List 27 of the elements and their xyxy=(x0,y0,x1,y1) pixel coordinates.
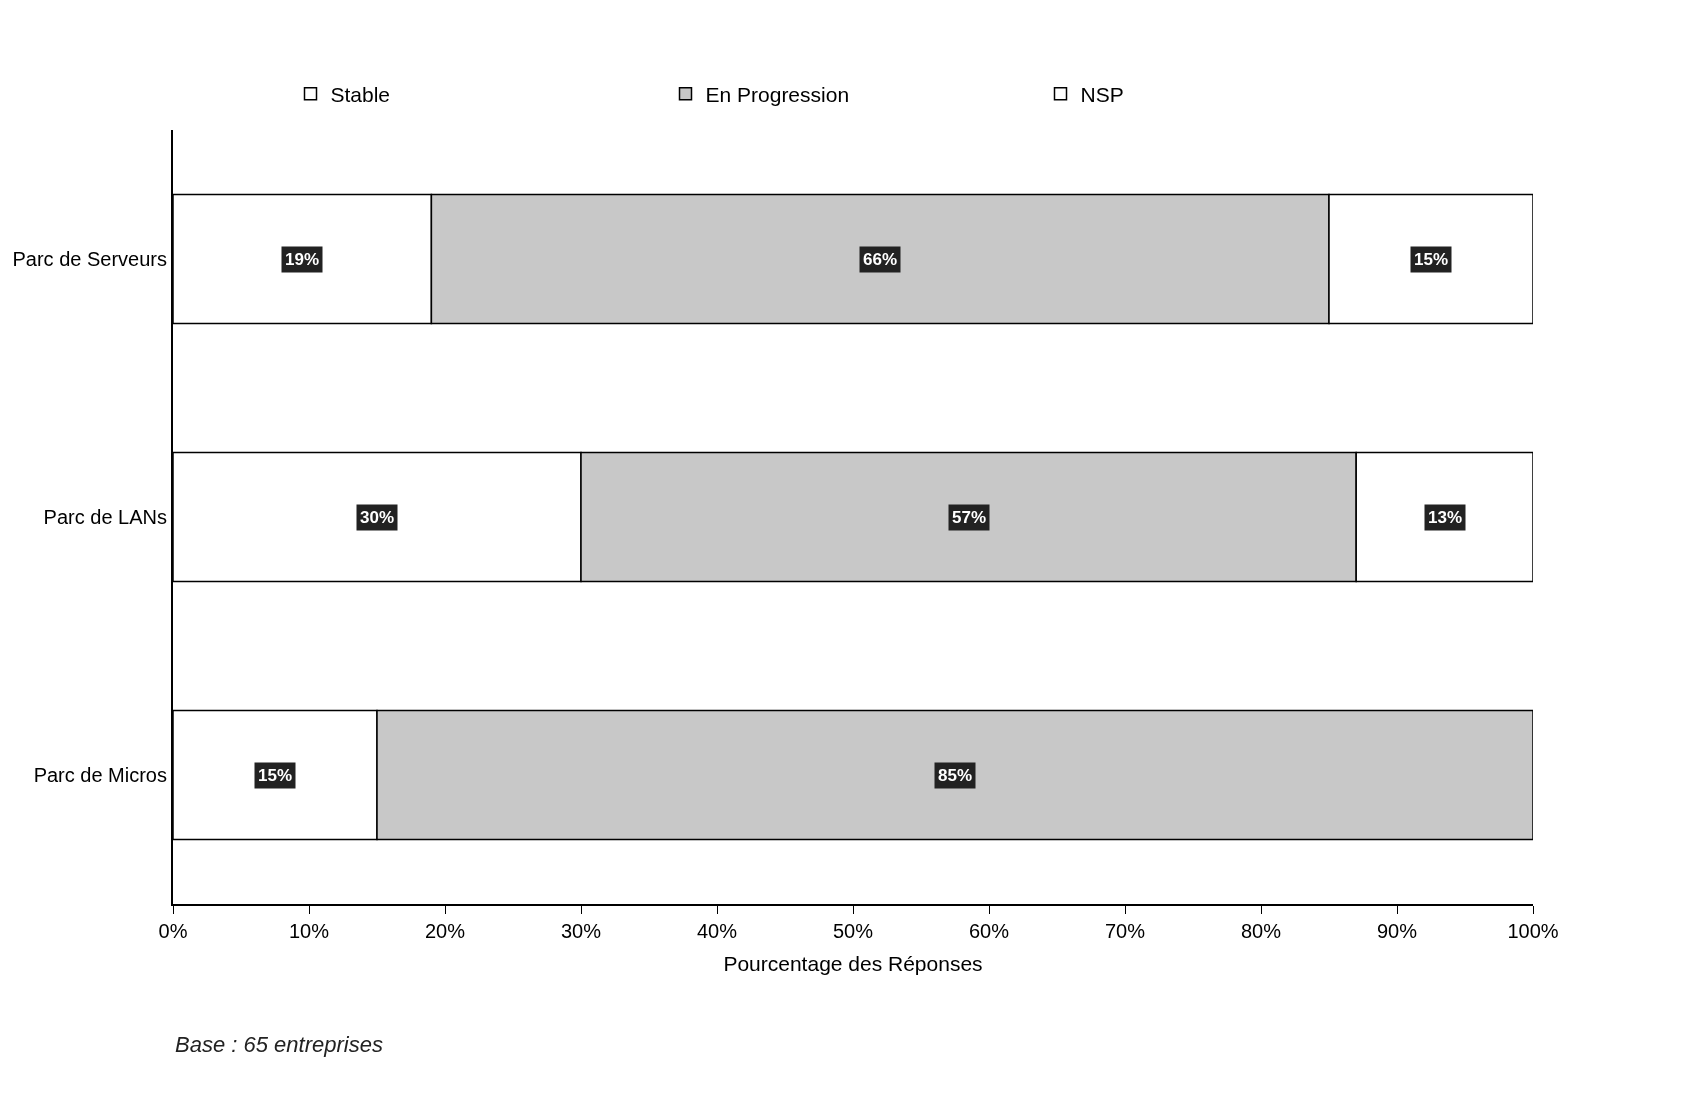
data-label: 13% xyxy=(1428,508,1463,527)
y-tick-label: Parc de Serveurs xyxy=(12,248,167,270)
x-axis-title: Pourcentage des Réponses xyxy=(723,951,983,975)
x-tick-label: 50% xyxy=(832,920,874,942)
x-tick-label: 70% xyxy=(1104,920,1146,942)
data-label: 15% xyxy=(258,766,293,785)
x-tick-label: 80% xyxy=(1240,920,1282,942)
data-label: 85% xyxy=(938,766,973,785)
y-tick-label: Parc de Micros xyxy=(33,764,167,786)
x-tick-label: 10% xyxy=(288,920,330,942)
x-tick-label: 100% xyxy=(1507,920,1559,942)
x-tick-label: 40% xyxy=(696,920,738,942)
x-tick-label: 30% xyxy=(560,920,602,942)
y-tick-label: Parc de LANs xyxy=(43,506,167,528)
data-label: 30% xyxy=(360,508,395,527)
data-label: 15% xyxy=(1414,250,1449,269)
data-label: 19% xyxy=(285,250,320,269)
legend-label: Stable xyxy=(330,82,391,106)
data-label: 57% xyxy=(952,508,987,527)
data-label: 66% xyxy=(863,250,898,269)
x-tick-label: 60% xyxy=(968,920,1010,942)
x-tick-label: 0% xyxy=(158,920,188,942)
legend-label: NSP xyxy=(1080,82,1124,106)
text: Base : 65 entreprises xyxy=(175,1032,383,1057)
x-tick-label: 90% xyxy=(1376,920,1418,942)
x-tick-label: 20% xyxy=(424,920,466,942)
legend-label: En Progression xyxy=(705,82,850,106)
